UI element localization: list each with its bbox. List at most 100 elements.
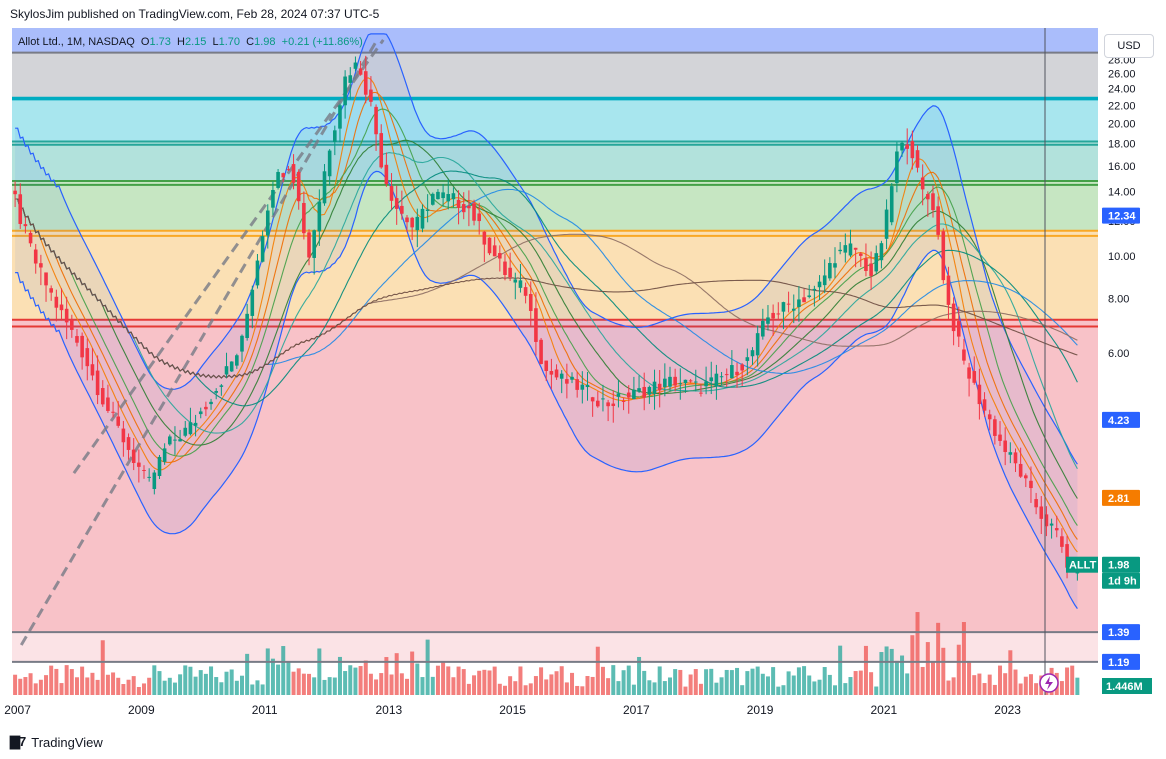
close-value: 1.98 <box>254 36 276 48</box>
volume-bar <box>915 612 920 695</box>
candle-body <box>750 350 755 357</box>
candle-body <box>235 355 239 366</box>
footer: ▇7 TradingView <box>10 734 103 750</box>
volume-bar <box>930 662 935 695</box>
volume-bars <box>13 612 1080 695</box>
candle-body <box>384 164 389 184</box>
candle-body <box>482 231 487 245</box>
volume-bar <box>637 656 642 695</box>
volume-bar <box>925 642 930 695</box>
candle-body <box>771 312 775 319</box>
candle-body <box>363 71 368 95</box>
candle-body <box>229 361 234 372</box>
volume-bar <box>791 675 796 695</box>
volume-bar <box>466 683 471 695</box>
currency-button[interactable]: USD <box>1104 34 1154 58</box>
volume-bar <box>745 671 750 695</box>
y-tick-label: 16.00 <box>1108 161 1136 173</box>
volume-bar <box>384 657 389 695</box>
candle-body <box>250 289 255 316</box>
candle-body <box>647 386 652 395</box>
chart-area[interactable]: 30.0028.0026.0024.0022.0020.0018.0016.00… <box>0 28 1166 728</box>
candle-body <box>214 391 219 393</box>
lightning-icon[interactable] <box>1039 673 1059 693</box>
candle-body <box>467 205 471 209</box>
candle-body <box>111 411 115 413</box>
volume-bar <box>368 673 373 695</box>
volume-bar <box>337 656 342 695</box>
volume-bar <box>673 669 678 695</box>
candle-body <box>833 263 837 268</box>
volume-bar <box>482 669 487 695</box>
volume-bar <box>441 661 446 695</box>
volume-bar <box>771 667 776 695</box>
candle-body <box>369 89 373 102</box>
volume-bar <box>812 681 817 695</box>
volume-bar <box>126 679 131 695</box>
volume-bar <box>332 677 337 695</box>
candle-body <box>853 247 858 250</box>
volume-bar <box>796 667 801 695</box>
candle-body <box>869 263 873 276</box>
price-chart[interactable]: 30.0028.0026.0024.0022.0020.0018.0016.00… <box>0 28 1166 728</box>
candle-body <box>843 245 848 253</box>
high-value: 2.15 <box>184 36 207 48</box>
volume-bar <box>18 678 23 695</box>
volume-bar <box>451 677 456 695</box>
volume-bar <box>678 669 683 695</box>
candle-body <box>178 439 182 442</box>
candle-body <box>616 393 621 397</box>
candle-body <box>802 297 806 303</box>
candle-body <box>642 386 647 398</box>
volume-bar <box>239 675 244 695</box>
volume-bar <box>410 651 415 695</box>
volume-bar <box>250 684 255 695</box>
candle-body <box>296 171 301 202</box>
candle-body <box>281 173 286 178</box>
candle-body <box>518 280 523 288</box>
candle-body <box>183 427 188 436</box>
price-badge: 1.98 <box>1108 560 1129 572</box>
candle-body <box>1034 499 1038 508</box>
candle-body <box>766 317 770 324</box>
volume-bar <box>941 647 946 695</box>
y-tick-label: 14.00 <box>1108 187 1136 199</box>
candle-body <box>761 320 765 337</box>
candle-body <box>147 476 151 478</box>
candle-body <box>926 194 930 200</box>
volume-bar <box>631 684 636 695</box>
candle-body <box>941 231 946 281</box>
candle-body <box>1029 480 1033 489</box>
candle-body <box>1039 506 1044 519</box>
volume-bar <box>750 668 755 695</box>
volume-bar <box>167 677 172 695</box>
symbol-tag-bg <box>1066 556 1098 573</box>
candle-body <box>204 406 208 410</box>
volume-bar <box>172 682 177 695</box>
candle-body <box>632 389 636 400</box>
candle-body <box>791 308 796 311</box>
candle-body <box>874 253 879 272</box>
zone-2 <box>12 97 1098 142</box>
open-label: O <box>140 36 150 48</box>
volume-bar <box>1059 681 1064 695</box>
volume-bar <box>585 676 590 695</box>
volume-bar <box>456 666 461 695</box>
horizontal-levels <box>12 51 1098 663</box>
published-caption: SkylosJim published on TradingView.com, … <box>10 7 380 21</box>
volume-bar <box>853 671 858 695</box>
volume-bar <box>616 681 621 695</box>
volume-bar <box>430 676 435 695</box>
volume-bar <box>1003 673 1008 695</box>
candle-body <box>534 308 538 342</box>
volume-bar <box>270 658 275 695</box>
volume-bar <box>188 666 193 695</box>
candle-body <box>967 367 971 379</box>
candle-body <box>54 296 59 308</box>
candle-body <box>142 469 146 471</box>
candle-body <box>951 303 956 332</box>
volume-bar <box>322 679 327 695</box>
volume-bar <box>946 680 951 695</box>
candle-body <box>611 403 616 407</box>
volume-bar <box>152 665 157 695</box>
